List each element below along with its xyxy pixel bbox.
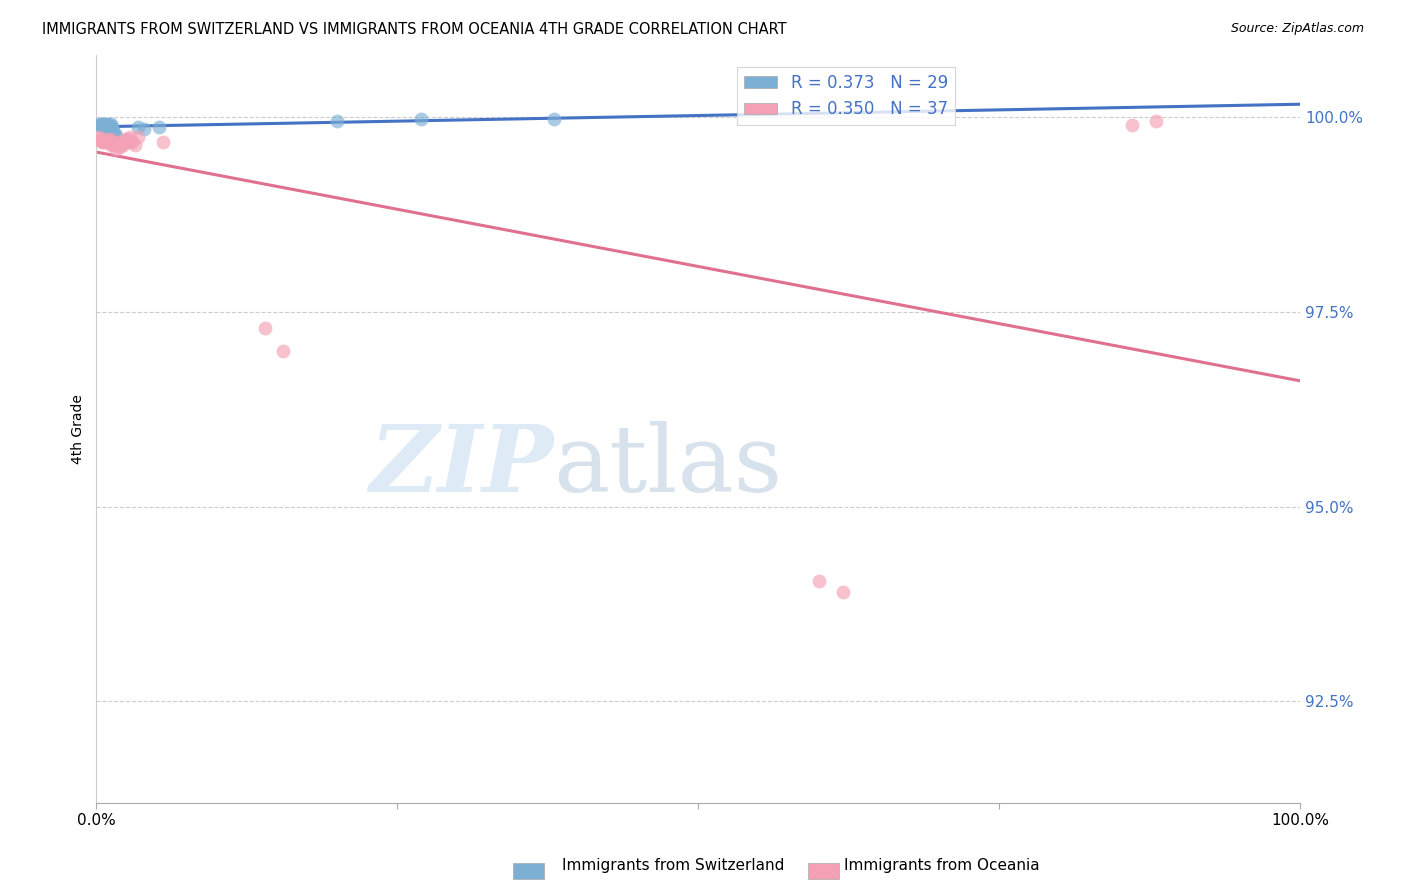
Point (271, 343, 294, 358)
Point (105, 137, 128, 152)
Point (104, 142, 127, 156)
Legend: R = 0.373   N = 29, R = 0.350   N = 37: R = 0.373 N = 29, R = 0.350 N = 37 (737, 67, 955, 125)
Point (101, 122, 124, 136)
Point (97, 120, 120, 134)
Point (94, 120, 117, 134)
Point (98, 118, 121, 132)
Point (110, 140, 132, 154)
Point (96, 117, 118, 131)
Point (96, 132, 118, 146)
Point (121, 136, 143, 150)
Point (112, 136, 135, 150)
Point (100, 117, 122, 131)
Point (91, 120, 114, 134)
Point (103, 124, 125, 138)
Point (93, 118, 115, 132)
Point (87, 129, 110, 144)
Point (93, 136, 115, 150)
Text: IMMIGRANTS FROM SWITZERLAND VS IMMIGRANTS FROM OCEANIA 4TH GRADE CORRELATION CHA: IMMIGRANTS FROM SWITZERLAND VS IMMIGRANT… (42, 22, 787, 37)
Point (107, 137, 129, 152)
Point (87, 118, 110, 132)
Point (118, 136, 141, 150)
Point (108, 136, 131, 150)
Point (98, 120, 121, 134)
Point (89, 117, 111, 131)
Point (111, 137, 134, 152)
Point (124, 137, 146, 152)
Point (97, 136, 120, 150)
Point (134, 122, 156, 136)
Point (127, 120, 149, 134)
Point (96, 118, 118, 132)
Point (253, 320, 276, 334)
Point (100, 137, 122, 152)
Point (91, 136, 114, 150)
Text: atlas: atlas (554, 421, 783, 511)
Point (94, 136, 117, 150)
Y-axis label: 4th Grade: 4th Grade (72, 394, 86, 464)
Point (114, 132, 136, 146)
Point (94, 118, 117, 132)
Point (94, 118, 117, 132)
Point (94, 120, 117, 134)
Point (1121, 118, 1143, 132)
Point (118, 129, 141, 144)
Point (117, 132, 139, 146)
Point (111, 136, 134, 150)
Point (148, 120, 170, 134)
Point (94, 134, 117, 148)
Point (90, 134, 112, 148)
Point (411, 112, 433, 126)
Point (127, 129, 149, 144)
Text: ZIP: ZIP (370, 421, 554, 511)
Point (831, 585, 853, 599)
Point (97, 118, 120, 132)
Point (103, 126, 125, 140)
Point (101, 120, 124, 134)
Point (98, 132, 121, 146)
Point (115, 136, 138, 150)
Point (152, 136, 174, 150)
Point (807, 574, 830, 588)
Text: Immigrants from Switzerland: Immigrants from Switzerland (562, 858, 785, 872)
Point (101, 134, 124, 148)
Point (89, 132, 111, 146)
Point (103, 137, 125, 152)
Point (1144, 114, 1167, 128)
Point (326, 114, 349, 128)
Point (90, 118, 112, 132)
Point (543, 112, 565, 126)
Point (104, 128, 127, 142)
Point (93, 117, 115, 131)
Point (103, 136, 125, 150)
Text: Source: ZipAtlas.com: Source: ZipAtlas.com (1230, 22, 1364, 36)
Text: Immigrants from Oceania: Immigrants from Oceania (844, 858, 1039, 872)
Point (91, 117, 114, 131)
